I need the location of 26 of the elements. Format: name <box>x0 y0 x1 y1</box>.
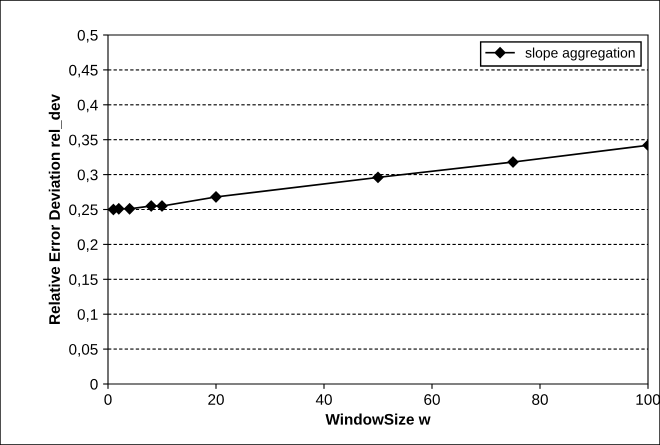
x-tick-label: 80 <box>532 394 548 405</box>
point <box>372 172 384 183</box>
y-tick-label: 0 <box>90 378 98 390</box>
legend-label: slope aggregation <box>525 48 635 60</box>
y-tick-label: 0,2 <box>78 239 98 252</box>
point <box>124 203 136 214</box>
y-tick-label: 0,45 <box>69 64 98 78</box>
y-tick-label: 0,15 <box>69 274 98 287</box>
y-tick-label: 0,05 <box>69 344 98 357</box>
y-axis-title: Relative Error Deviation rel_dev <box>48 94 62 324</box>
x-axis-title: WindowSize w <box>325 414 431 425</box>
point <box>507 156 519 168</box>
y-tick-label: 0,4 <box>78 100 98 112</box>
x-tick-label: 100 <box>636 394 660 405</box>
y-tick-label: 0,3 <box>78 169 98 182</box>
x-tick-label: 20 <box>208 394 224 405</box>
y-tick-label: 0,1 <box>78 309 98 322</box>
x-tick-label: 0 <box>104 394 112 405</box>
x-tick-label: 60 <box>424 394 440 405</box>
point <box>210 191 222 203</box>
point <box>156 200 168 212</box>
y-tick-label: 0,25 <box>69 204 98 217</box>
y-tick-label: 0,5 <box>78 30 98 42</box>
y-tick-label: 0,35 <box>69 134 98 148</box>
point <box>146 200 157 212</box>
x-tick-label: 40 <box>316 394 332 405</box>
